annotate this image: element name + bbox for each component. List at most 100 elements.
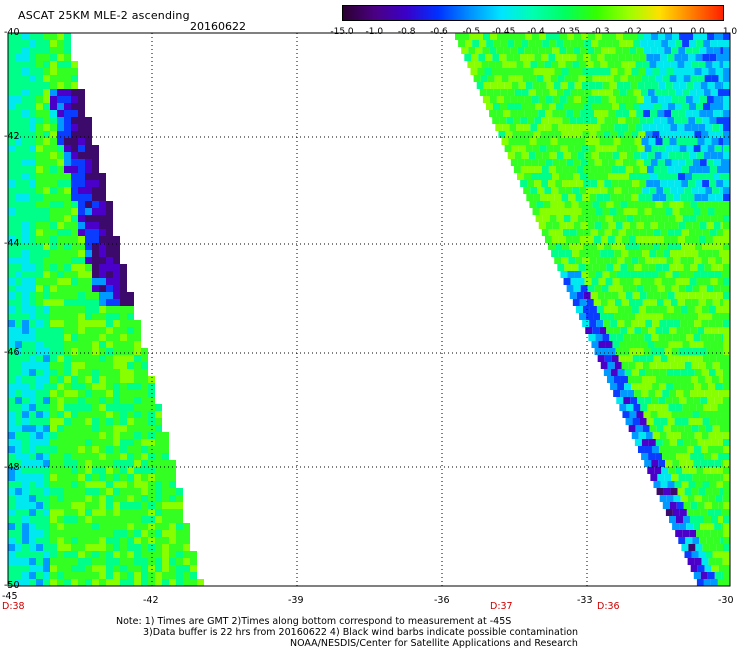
wind-cell	[674, 54, 682, 61]
wind-cell	[665, 33, 672, 40]
wind-cell	[526, 194, 534, 201]
wind-cell	[709, 117, 717, 124]
wind-cell	[711, 201, 719, 208]
wind-cell	[64, 117, 71, 124]
wind-cell	[43, 61, 50, 68]
wind-cell	[120, 341, 127, 348]
wind-cell	[649, 236, 657, 243]
wind-cell	[607, 299, 615, 306]
wind-cell	[190, 572, 197, 579]
wind-cell	[29, 243, 36, 250]
wind-cell	[594, 222, 602, 229]
wind-cell	[694, 369, 702, 376]
wind-cell	[675, 530, 683, 537]
wind-cell	[704, 439, 712, 446]
wind-cell	[43, 376, 50, 383]
wind-cell	[699, 173, 707, 180]
wind-cell	[461, 47, 469, 54]
wind-cell	[598, 89, 606, 96]
wind-cell	[682, 278, 690, 285]
wind-cell	[22, 145, 29, 152]
wind-cell	[597, 166, 605, 173]
wind-cell	[71, 173, 78, 180]
wind-cell	[113, 502, 120, 509]
wind-cell	[15, 397, 22, 404]
wind-cell	[120, 537, 127, 544]
wind-cell	[703, 215, 711, 222]
wind-cell	[641, 439, 649, 446]
wind-cell	[501, 75, 509, 82]
wind-cell	[701, 495, 709, 502]
wind-cell	[8, 488, 15, 495]
wind-cell	[606, 75, 614, 82]
wind-cell	[618, 166, 626, 173]
wind-cell	[465, 40, 473, 47]
wind-cell	[78, 523, 85, 530]
wind-cell	[22, 68, 29, 75]
wind-cell	[567, 33, 574, 40]
wind-cell	[36, 250, 43, 257]
wind-cell	[106, 306, 113, 313]
wind-cell	[57, 425, 64, 432]
wind-cell	[653, 166, 661, 173]
wind-cell	[621, 362, 629, 369]
wind-cell	[703, 152, 711, 159]
wind-cell	[557, 75, 565, 82]
wind-cell	[598, 341, 606, 348]
wind-cell	[591, 40, 599, 47]
wind-cell	[710, 530, 718, 537]
wind-cell	[723, 390, 730, 397]
wind-cell	[701, 369, 709, 376]
wind-cell	[8, 271, 15, 278]
wind-cell	[29, 404, 36, 411]
wind-cell	[595, 208, 603, 215]
wind-cell	[640, 215, 648, 222]
wind-cell	[120, 523, 127, 530]
wind-cell	[647, 341, 655, 348]
wind-cell	[71, 432, 78, 439]
wind-cell	[141, 404, 148, 411]
lon-label-39: -39	[288, 595, 304, 606]
wind-cell	[78, 215, 85, 222]
wind-cell	[676, 390, 684, 397]
wind-cell	[716, 355, 724, 362]
wind-cell	[638, 432, 646, 439]
wind-cell	[700, 33, 707, 40]
wind-cell	[693, 523, 701, 530]
wind-cell	[691, 236, 699, 243]
wind-cell	[657, 285, 665, 292]
wind-cell	[652, 320, 660, 327]
wind-cell	[134, 376, 141, 383]
wind-cell	[717, 579, 725, 586]
wind-cell	[92, 348, 99, 355]
wind-cell	[600, 236, 608, 243]
wind-cell	[723, 124, 730, 131]
wind-cell	[575, 257, 583, 264]
wind-cell	[22, 201, 29, 208]
wind-cell	[43, 355, 50, 362]
wind-cell	[601, 47, 609, 54]
wind-cell	[651, 446, 659, 453]
wind-cell	[92, 502, 99, 509]
wind-cell	[57, 124, 64, 131]
wind-cell	[646, 418, 654, 425]
wind-cell	[622, 96, 630, 103]
wind-cell	[686, 523, 694, 530]
wind-cell	[120, 397, 127, 404]
wind-cell	[631, 432, 639, 439]
wind-cell	[699, 474, 707, 481]
wind-cell	[588, 208, 596, 215]
wind-cell	[677, 250, 685, 257]
wind-cell	[15, 215, 22, 222]
wind-cell	[8, 474, 15, 481]
wind-cell	[693, 208, 701, 215]
wind-cell	[535, 215, 543, 222]
wind-cell	[106, 460, 113, 467]
wind-cell	[22, 250, 29, 257]
wind-cell	[681, 54, 689, 61]
wind-cell	[8, 180, 15, 187]
wind-cell	[661, 215, 669, 222]
wind-cell	[699, 348, 707, 355]
wind-cell	[639, 355, 647, 362]
wind-cell	[667, 418, 675, 425]
